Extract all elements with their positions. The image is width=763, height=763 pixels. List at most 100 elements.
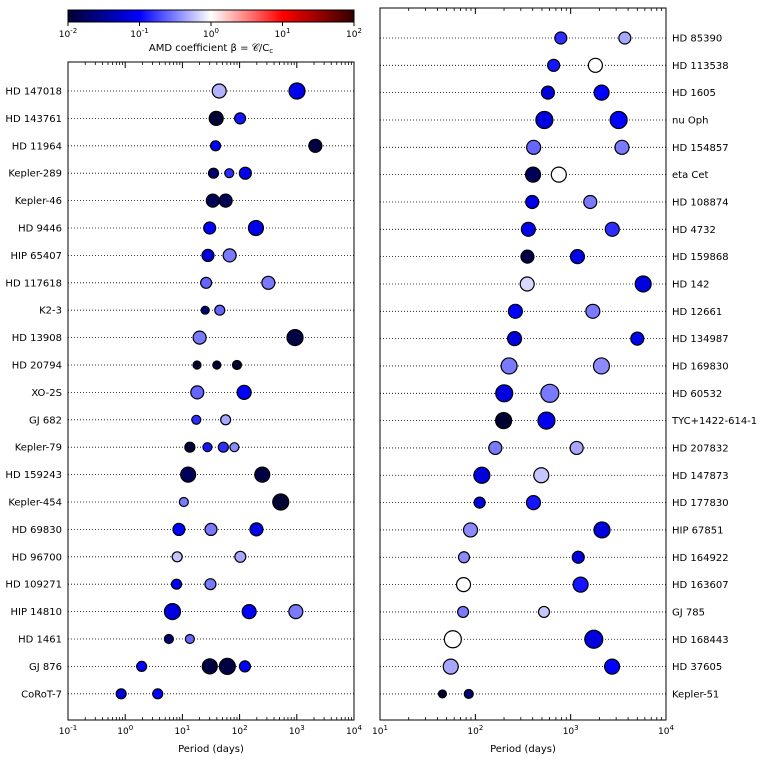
system-label: HD 37605 — [672, 662, 722, 673]
colorbar-label: AMD coefficient β = 𝒞/Cc — [149, 43, 273, 55]
planet-marker — [533, 467, 550, 484]
planet-marker — [212, 360, 222, 370]
x-tick-label: 104 — [658, 724, 674, 737]
planet-marker — [443, 630, 462, 649]
left-planets — [115, 82, 323, 700]
planet-marker — [191, 414, 202, 425]
planet-marker — [152, 688, 164, 700]
planet-marker — [261, 275, 276, 290]
left-x-axis-label: Period (days) — [178, 744, 244, 755]
planet-marker — [524, 166, 542, 183]
planet-marker — [211, 83, 227, 99]
planet-marker — [238, 660, 252, 673]
system-label: HD 1461 — [18, 635, 62, 646]
planet-marker — [209, 140, 222, 152]
planet-marker — [233, 112, 247, 125]
colorbar-ticks: 10-2 10-1 100 101 102 — [59, 22, 362, 40]
planet-marker — [234, 550, 247, 563]
planet-marker — [495, 384, 514, 403]
planet-marker — [229, 442, 240, 453]
planet-marker — [288, 603, 304, 620]
planet-marker — [217, 441, 229, 453]
planet-marker — [463, 688, 474, 700]
system-label: HD 4732 — [672, 225, 716, 236]
colorbar-tick-label: 10-2 — [59, 27, 77, 40]
system-label: nu Oph — [672, 115, 708, 126]
system-label: HIP 65407 — [11, 251, 63, 262]
planet-marker — [214, 304, 226, 316]
planet-marker — [609, 110, 628, 130]
planet-marker — [537, 605, 551, 619]
system-label: HD 134987 — [672, 334, 729, 345]
planet-marker — [592, 357, 611, 375]
planet-marker — [200, 305, 210, 315]
system-label: eta Cet — [672, 170, 709, 181]
planet-marker — [547, 58, 561, 72]
planet-marker — [218, 657, 236, 676]
planet-marker — [308, 138, 323, 153]
x-tick-label: 103 — [289, 724, 305, 737]
planet-marker — [203, 221, 217, 235]
right-planets — [437, 31, 652, 700]
system-label: GJ 785 — [672, 607, 705, 618]
planet-marker — [500, 357, 518, 375]
planet-marker — [241, 603, 257, 620]
left-grid — [68, 90, 354, 695]
planet-marker — [520, 249, 535, 264]
planet-marker — [236, 384, 252, 400]
system-label: HD 147873 — [672, 471, 729, 482]
planet-marker — [569, 440, 584, 456]
planet-marker — [224, 168, 235, 179]
planet-marker — [254, 466, 271, 483]
planet-marker — [618, 31, 632, 45]
system-label: HD 13908 — [12, 333, 62, 344]
system-label: CoRoT-7 — [21, 689, 62, 700]
left-panel: HD 147018 HD 143761 HD 11964 Kepler-289 Kepl… — [5, 61, 362, 755]
planet-marker — [207, 167, 220, 179]
planet-marker — [180, 466, 197, 483]
right-x-axis-label: Period (days) — [490, 744, 556, 755]
system-label: HD 147018 — [5, 87, 62, 98]
system-label: K2-3 — [39, 306, 62, 317]
x-tick-label: 103 — [563, 724, 579, 737]
system-label: HD 69830 — [12, 525, 62, 536]
planet-marker — [288, 82, 306, 100]
system-label: Kepler-454 — [8, 498, 62, 509]
right-panel: HD 85390 HD 113538 HD 1605 nu Oph HD 154857 e… — [372, 7, 757, 755]
left-x-ticks: 10-1 100 101 102 103 104 — [59, 62, 362, 737]
planet-marker — [190, 385, 205, 400]
planet-marker — [184, 441, 196, 453]
planet-marker — [192, 360, 202, 370]
colorbar-gradient — [67, 9, 355, 23]
colorbar-tick-label: 102 — [346, 27, 362, 40]
planet-marker — [231, 359, 243, 371]
planet-marker — [585, 303, 601, 319]
x-tick-label: 102 — [232, 724, 248, 737]
planet-marker — [583, 194, 598, 210]
planet-marker — [630, 331, 645, 346]
system-label: HD 117618 — [5, 278, 62, 289]
left-system-labels: HD 147018 HD 143761 HD 11964 Kepler-289 Kepl… — [5, 87, 62, 701]
planet-marker — [540, 85, 555, 100]
planet-marker — [208, 110, 224, 127]
planet-marker — [455, 576, 472, 593]
planet-marker — [437, 689, 448, 699]
planet-marker — [537, 411, 556, 430]
system-label: HD 108874 — [672, 197, 729, 208]
planet-marker — [519, 276, 535, 292]
colorbar-tick-label: 10-1 — [130, 27, 148, 40]
planet-marker — [204, 522, 218, 537]
planet-marker — [569, 249, 586, 265]
planet-marker — [201, 248, 215, 262]
planet-marker — [462, 522, 479, 538]
system-label: Kepler-51 — [672, 689, 719, 700]
x-tick-label: 10-1 — [59, 724, 77, 737]
planet-marker — [200, 276, 213, 289]
planet-marker — [550, 166, 567, 183]
system-label: HIP 67851 — [672, 525, 724, 536]
planet-marker — [172, 522, 186, 537]
planet-marker — [593, 84, 610, 101]
planet-marker — [572, 576, 589, 593]
system-label: GJ 876 — [29, 662, 62, 673]
